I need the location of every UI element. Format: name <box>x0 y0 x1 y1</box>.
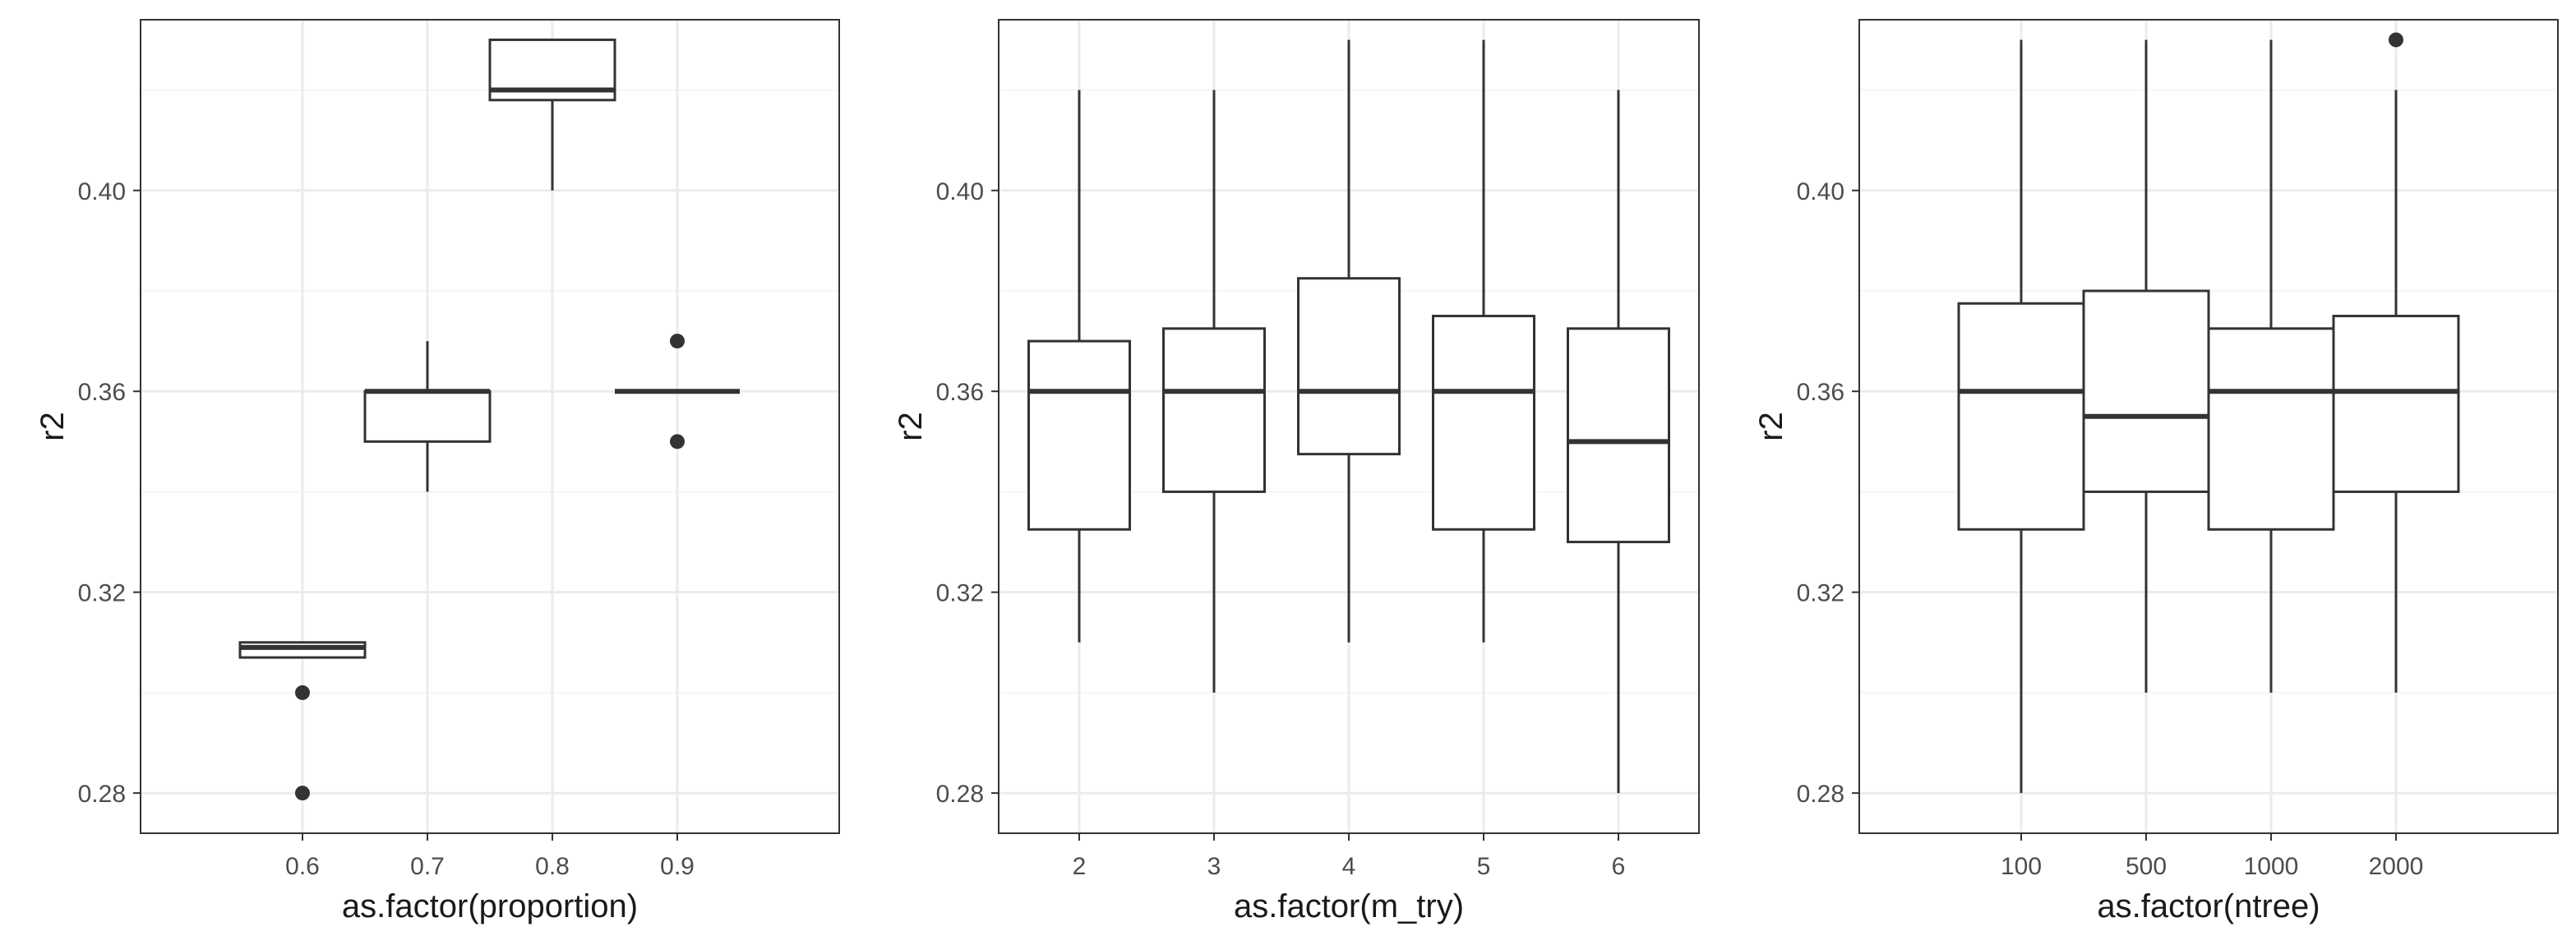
y-tick-label: 0.36 <box>1797 379 1844 406</box>
box-100 <box>1957 39 2085 794</box>
x-tick-label: 5 <box>1477 853 1491 880</box>
x-tick-label: 0.7 <box>410 853 445 880</box>
panel-frame <box>991 19 1700 841</box>
y-tick-label: 0.28 <box>1797 781 1844 808</box>
x-tick-label: 0.6 <box>285 853 320 880</box>
box-iqr <box>1567 327 1670 544</box>
box-iqr <box>1162 327 1266 493</box>
x-tick-label: 2000 <box>2369 853 2424 880</box>
box-iqr <box>238 641 367 659</box>
y-tick-label: 0.28 <box>78 781 126 808</box>
y-tick-labels: 0.28 0.32 0.36 0.40 <box>936 178 984 808</box>
box-0.6 <box>238 641 367 801</box>
panel-proportion: 0.28 0.32 0.36 0.40 0.6 0.7 0.8 0.9 as.factor(… <box>35 19 840 924</box>
y-axis-title: r2 <box>893 412 929 441</box>
y-tick-labels: 0.28 0.32 0.36 0.40 <box>1797 178 1844 808</box>
box-iqr <box>2207 327 2335 531</box>
x-tick-label: 4 <box>1342 853 1356 880</box>
x-tick-label: 0.8 <box>535 853 570 880</box>
box-iqr <box>363 390 492 443</box>
y-tick-label: 0.32 <box>78 580 126 607</box>
y-tick-label: 0.40 <box>936 178 984 205</box>
y-tick-label: 0.32 <box>1797 580 1844 607</box>
box-5 <box>1432 39 1535 643</box>
box-500 <box>2082 39 2210 693</box>
box-3 <box>1162 90 1266 693</box>
panel-boxes <box>238 38 740 801</box>
x-tick-label: 6 <box>1612 853 1626 880</box>
panel-ntree: 0.28 0.32 0.36 0.40 100 500 1000 2000 as.facto… <box>1753 19 2559 924</box>
x-tick-label: 500 <box>2126 853 2167 880</box>
outlier-point <box>670 434 685 449</box>
outlier-point <box>295 786 310 801</box>
outlier-point <box>670 334 685 349</box>
y-tick-label: 0.40 <box>78 178 126 205</box>
x-tick-label: 2 <box>1073 853 1087 880</box>
panel-border <box>1858 19 2559 834</box>
x-tick-label: 0.9 <box>660 853 695 880</box>
y-tick-label: 0.28 <box>936 781 984 808</box>
y-tick-label: 0.40 <box>1797 178 1844 205</box>
panel-boxes <box>1957 32 2460 794</box>
x-axis-title: as.factor(ntree) <box>2097 888 2320 924</box>
box-2000 <box>2332 32 2460 693</box>
outlier-point <box>2389 32 2403 48</box>
box-iqr <box>1297 277 1401 456</box>
x-tick-labels: 100 500 1000 2000 <box>2001 853 2423 880</box>
x-axis-title: as.factor(m_try) <box>1234 888 1464 924</box>
y-tick-label: 0.32 <box>936 580 984 607</box>
y-tick-label: 0.36 <box>78 379 126 406</box>
x-tick-label: 1000 <box>2244 853 2299 880</box>
box-1000 <box>2207 39 2335 693</box>
panel-border <box>140 19 840 834</box>
box-iqr <box>1027 339 1131 531</box>
box-4 <box>1297 39 1401 643</box>
box-0.8 <box>488 38 616 191</box>
panel-frame <box>133 19 840 841</box>
box-iqr <box>2082 289 2210 493</box>
box-iqr <box>2332 315 2460 493</box>
box-0.9 <box>615 334 740 449</box>
y-tick-label: 0.36 <box>936 379 984 406</box>
x-tick-labels: 0.6 0.7 0.8 0.9 <box>285 853 695 880</box>
box-2 <box>1027 90 1131 643</box>
box-iqr <box>1432 315 1535 531</box>
x-tick-label: 100 <box>2001 853 2042 880</box>
x-tick-labels: 2 3 4 5 6 <box>1073 853 1626 880</box>
x-axis-title: as.factor(proportion) <box>342 888 638 924</box>
box-6 <box>1567 90 1670 794</box>
outlier-point <box>295 685 310 700</box>
box-0.7 <box>363 341 492 492</box>
panel-frame <box>1852 19 2559 841</box>
y-axis-title: r2 <box>35 412 71 441</box>
panel-boxes <box>1027 39 1670 794</box>
box-iqr <box>1957 302 2085 531</box>
y-tick-labels: 0.28 0.32 0.36 0.40 <box>78 178 126 808</box>
x-tick-label: 3 <box>1207 853 1221 880</box>
y-axis-title: r2 <box>1753 412 1789 441</box>
